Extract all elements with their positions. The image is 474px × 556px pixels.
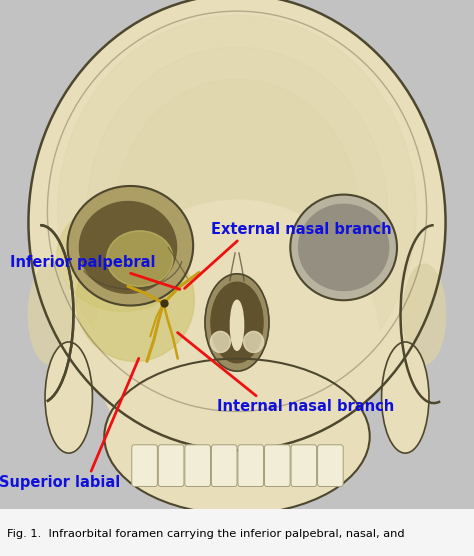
- Ellipse shape: [80, 201, 176, 293]
- Ellipse shape: [28, 0, 446, 450]
- Ellipse shape: [57, 200, 190, 311]
- Ellipse shape: [58, 15, 416, 408]
- Ellipse shape: [403, 264, 446, 364]
- Ellipse shape: [290, 195, 397, 300]
- Ellipse shape: [299, 204, 389, 290]
- Ellipse shape: [76, 239, 194, 361]
- Ellipse shape: [244, 331, 264, 353]
- FancyBboxPatch shape: [158, 445, 184, 486]
- Ellipse shape: [104, 359, 370, 514]
- FancyBboxPatch shape: [185, 445, 210, 486]
- Ellipse shape: [116, 79, 358, 344]
- FancyBboxPatch shape: [318, 445, 343, 486]
- Ellipse shape: [28, 264, 71, 364]
- Ellipse shape: [205, 274, 269, 371]
- Ellipse shape: [230, 300, 244, 350]
- Text: External nasal branch: External nasal branch: [210, 222, 392, 237]
- Ellipse shape: [211, 282, 263, 363]
- Text: Fig. 1.  Infraorbital foramen carrying the inferior palpebral, nasal, and: Fig. 1. Infraorbital foramen carrying th…: [7, 529, 405, 539]
- FancyBboxPatch shape: [291, 445, 317, 486]
- Ellipse shape: [68, 186, 193, 305]
- Text: Internal nasal branch: Internal nasal branch: [217, 400, 394, 414]
- Text: Superior labial: Superior labial: [0, 475, 120, 490]
- FancyBboxPatch shape: [132, 445, 157, 486]
- Ellipse shape: [95, 200, 379, 489]
- Ellipse shape: [107, 231, 173, 286]
- Ellipse shape: [45, 342, 92, 453]
- Ellipse shape: [382, 342, 429, 453]
- FancyBboxPatch shape: [238, 445, 264, 486]
- FancyBboxPatch shape: [211, 445, 237, 486]
- Ellipse shape: [210, 331, 230, 353]
- Ellipse shape: [87, 47, 387, 375]
- FancyBboxPatch shape: [264, 445, 290, 486]
- Bar: [0, 509, 474, 556]
- Text: Inferior palpebral: Inferior palpebral: [10, 256, 155, 270]
